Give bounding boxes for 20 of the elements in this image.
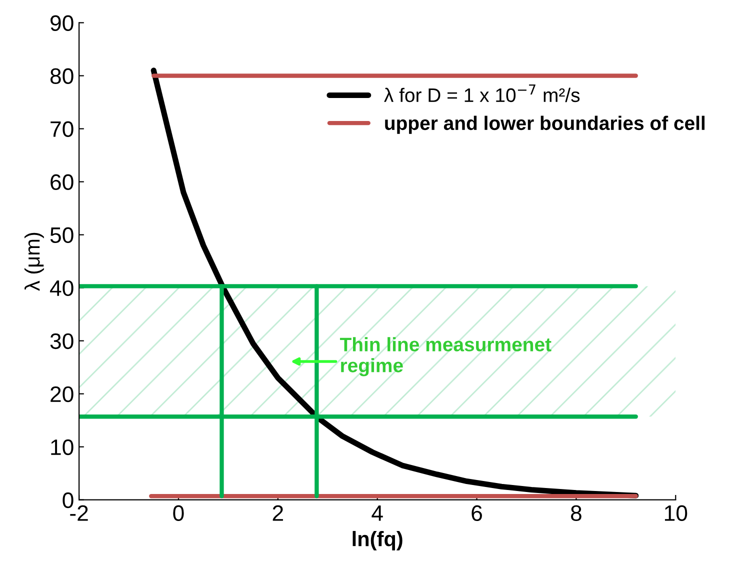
annotation: Thin line measurmenet regime: [340, 337, 552, 376]
x-axis-title: ln(fq): [352, 530, 402, 550]
x-tick-label: 10: [664, 505, 688, 522]
y-tick-label: 70: [50, 121, 74, 138]
y-tick-label: 50: [50, 227, 74, 244]
y-tick-label: 20: [50, 386, 74, 402]
y-tick-label: 60: [50, 174, 74, 190]
y-axis-title: λ (μm): [24, 232, 44, 291]
y-tick-label: 10: [51, 439, 74, 456]
y-tick-label: 80: [50, 68, 74, 84]
legend-label: upper and lower boundaries of cell: [385, 116, 705, 134]
x-tick-label: 4: [372, 506, 383, 521]
x-tick-label: 8: [570, 505, 582, 522]
y-tick-label: 90: [50, 15, 74, 31]
x-tick-label: 6: [472, 505, 482, 522]
x-tick-label: 0: [173, 505, 184, 522]
x-tick-label: 2: [272, 505, 283, 521]
legend-label: λ for D = 1 x 10$^{−7}$ m²/s: [384, 84, 580, 102]
y-tick-label: 40: [50, 280, 74, 296]
y-tick-label: 30: [50, 333, 74, 350]
